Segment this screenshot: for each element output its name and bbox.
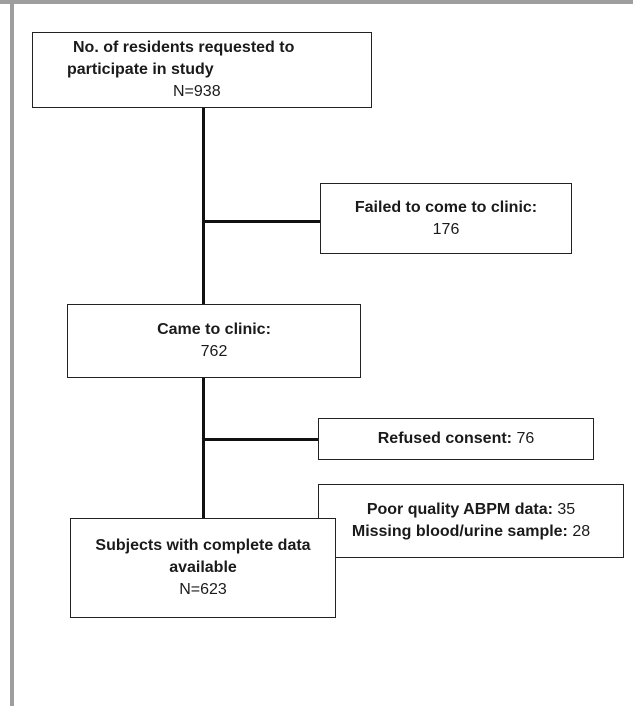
- refused-consent-label: Refused consent:: [377, 430, 512, 447]
- failed-to-come-title: Failed to come to clinic:: [354, 198, 538, 216]
- connector-vertical-bottom: [202, 377, 205, 520]
- connector-branch-refused: [202, 438, 318, 441]
- connector-branch-failed: [202, 220, 320, 223]
- complete-data-title-line1: Subjects with complete data: [95, 537, 311, 554]
- box-complete-data: Subjects with complete data available N=…: [70, 518, 336, 618]
- frame-left-border: [10, 0, 14, 706]
- poor-quality-abpm-label: Poor quality ABPM data:: [366, 501, 553, 518]
- missing-sample-value: 28: [567, 523, 591, 540]
- box-refused-consent: Refused consent: 76: [318, 418, 594, 460]
- box-residents-requested: No. of residents requested to participat…: [32, 32, 372, 108]
- box-poor-quality: Poor quality ABPM data: 35 Missing blood…: [318, 484, 624, 558]
- refused-consent-line: Refused consent: 76: [378, 428, 535, 450]
- came-to-clinic-title: Came to clinic:: [157, 321, 271, 338]
- missing-sample-label: Missing blood/urine sample:: [351, 523, 568, 540]
- complete-data-value: N=623: [179, 581, 227, 598]
- box-failed-to-come: Failed to come to clinic: 176: [320, 183, 572, 254]
- poor-quality-line2: Missing blood/urine sample: 28: [352, 521, 590, 543]
- residents-requested-title-line2: participate in study: [67, 61, 214, 78]
- frame-top-border: [0, 0, 633, 4]
- box-came-to-clinic: Came to clinic: 762: [67, 304, 361, 378]
- residents-requested-value: N=938: [173, 83, 221, 100]
- complete-data-title-line2: available: [169, 559, 237, 576]
- came-to-clinic-value: 762: [200, 343, 228, 360]
- failed-to-come-value: 176: [432, 220, 460, 238]
- connector-vertical-top: [202, 107, 205, 305]
- poor-quality-abpm-value: 35: [552, 501, 576, 518]
- refused-consent-value: 76: [512, 430, 535, 447]
- residents-requested-title-line1: No. of residents requested to: [73, 39, 295, 56]
- poor-quality-line1: Poor quality ABPM data: 35: [367, 499, 575, 521]
